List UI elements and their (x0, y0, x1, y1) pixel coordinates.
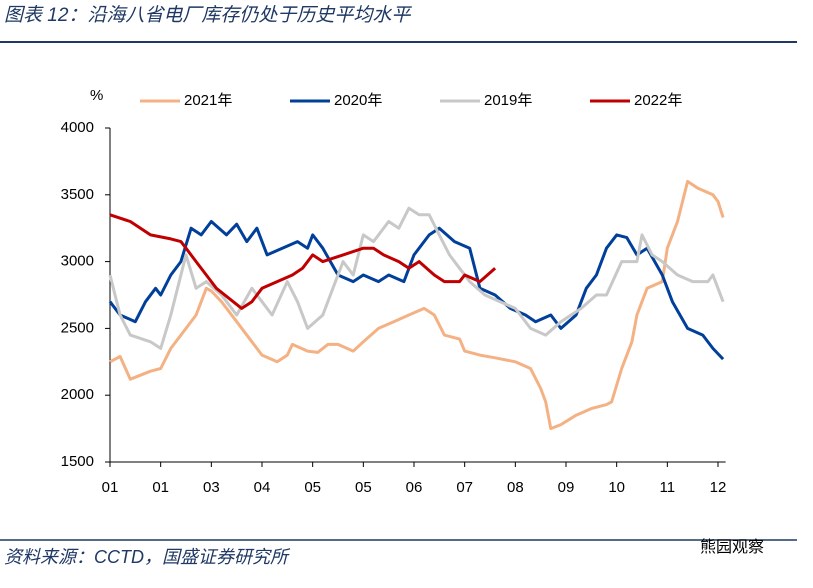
source: 资料来源：CCTD，国盛证券研究所 (4, 547, 291, 567)
y-tick-label: 2000 (61, 386, 94, 403)
x-tick-label: 09 (558, 479, 575, 496)
legend-label: 2020年 (334, 92, 382, 109)
x-tick-label: 08 (507, 479, 524, 496)
legend-label: 2021年 (184, 92, 232, 109)
y-tick-label: 1500 (61, 453, 94, 470)
y-tick-label: 2500 (61, 319, 94, 336)
x-tick-label: 10 (608, 479, 625, 496)
x-tick-label: 05 (304, 479, 321, 496)
y-tick-label: 4000 (61, 119, 94, 136)
chart-title: 图表 12：沿海八省电厂库存仍处于历史平均水平 (4, 5, 412, 26)
series-line (109, 179, 725, 431)
x-tick-label: 05 (355, 479, 372, 496)
x-tick-label: 11 (660, 479, 676, 496)
x-tick-label: 01 (102, 479, 119, 496)
x-tick-label: 12 (710, 479, 727, 496)
x-tick-label: 01 (152, 479, 169, 496)
legend-label: 2022年 (634, 92, 682, 109)
y-tick-label: 3500 (61, 186, 94, 203)
watermark: 熊园观察 (700, 538, 764, 556)
series-line (108, 220, 725, 361)
x-tick-label: 06 (406, 479, 423, 496)
x-tick-label: 07 (456, 479, 473, 496)
y-tick-label: 3000 (61, 253, 94, 270)
x-tick-label: 03 (203, 479, 220, 496)
series-line (109, 213, 497, 310)
y-axis-label: % (90, 87, 103, 104)
series-line (108, 206, 725, 350)
legend-label: 2019年 (484, 92, 532, 109)
x-tick-label: 04 (254, 479, 271, 496)
